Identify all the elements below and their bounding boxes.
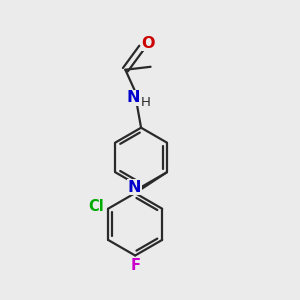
Text: O: O bbox=[142, 35, 155, 50]
Text: N: N bbox=[128, 180, 141, 195]
Text: F: F bbox=[130, 258, 140, 273]
Text: Cl: Cl bbox=[88, 199, 103, 214]
Text: N: N bbox=[126, 91, 140, 106]
Text: H: H bbox=[140, 96, 150, 109]
